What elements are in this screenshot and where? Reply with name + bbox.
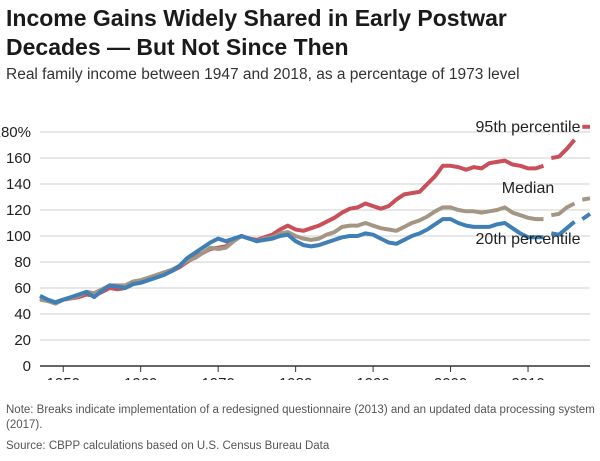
- series-line-p20: [550, 220, 576, 237]
- series-labels: 95th percentile Median 20th percentile: [476, 119, 581, 248]
- x-tick-label: 1950: [47, 375, 80, 380]
- chart-source: Source: CBPP calculations based on U.S. …: [6, 440, 330, 452]
- chart-subtitle: Real family income between 1947 and 2018…: [6, 66, 520, 83]
- series-line-p95: [550, 138, 577, 160]
- series-line-p20: [581, 212, 592, 221]
- chart-title: Income Gains Widely Shared in Early Post…: [6, 5, 507, 60]
- series-line-median: [39, 205, 544, 306]
- y-tick-label: 100: [6, 228, 31, 245]
- y-tick-label: 0: [23, 358, 31, 375]
- x-tick-label: 2010: [511, 375, 544, 380]
- series-label-p20: 20th percentile: [476, 231, 581, 248]
- series-label-p95: 95th percentile: [476, 119, 581, 136]
- x-tick-label: 1980: [279, 375, 312, 380]
- series-label-median: Median: [502, 180, 554, 197]
- series-line-p20: [39, 217, 544, 305]
- y-axis: 0 20 40 60 80 100 120 140 160 180%: [0, 124, 31, 375]
- y-tick-label: 40: [14, 306, 31, 323]
- series-lines: [39, 124, 592, 306]
- y-tick-label: 140: [6, 176, 31, 193]
- x-tick-label: 1960: [124, 375, 157, 380]
- chart-note: Note: Breaks indicate implementation of …: [6, 404, 595, 431]
- y-tick-label: 20: [14, 332, 31, 349]
- y-gridlines: [40, 131, 590, 341]
- x-tick-label: 1970: [201, 375, 234, 380]
- series-line-median: [550, 201, 576, 218]
- y-tick-label: 160: [6, 150, 31, 167]
- series-line-median: [581, 196, 591, 202]
- y-tick-label: 80: [14, 254, 31, 271]
- x-tick-label: 1990: [356, 375, 389, 380]
- x-axis: 1950 1960 1970 1980 1990 2000 2010: [40, 365, 590, 380]
- y-tick-label: 180%: [0, 124, 31, 141]
- series-line-p95: [39, 158, 545, 305]
- y-tick-label: 120: [6, 202, 31, 219]
- y-tick-label: 60: [14, 280, 31, 297]
- line-chart: 020406080100120140160180% 19501960197019…: [0, 119, 592, 380]
- x-tick-label: 2000: [434, 375, 467, 380]
